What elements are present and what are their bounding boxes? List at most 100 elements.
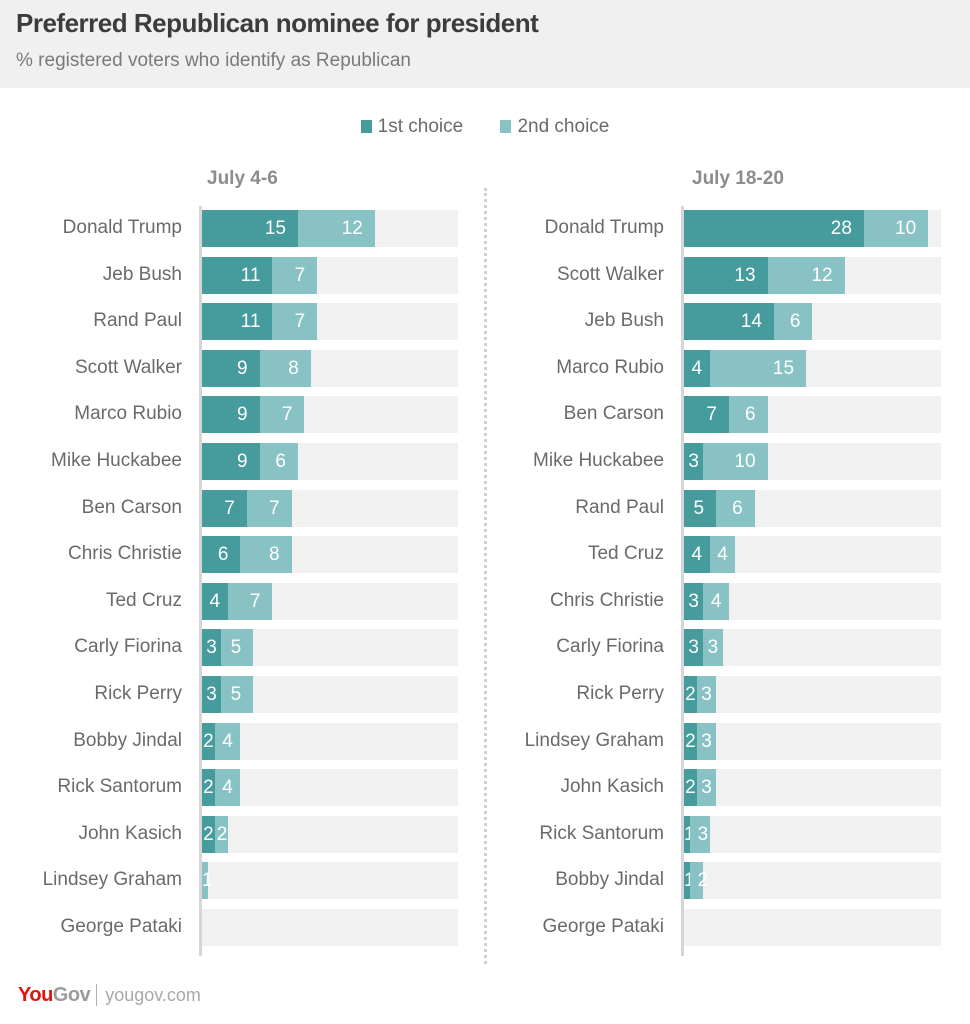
- value-label-first-choice-jeb-bush: 11: [240, 264, 261, 286]
- bar-track-mike-huckabee: 3 10: [684, 443, 941, 480]
- bar-second-choice-bobby-jindal: [214, 722, 241, 760]
- bar-second-choice-jeb-bush: [773, 303, 813, 341]
- panel-title-july-18-20: July 18-20: [692, 168, 784, 189]
- bar-first-choice-ben-carson: [684, 396, 729, 434]
- bar-first-choice-chris-christie: [202, 536, 241, 574]
- category-label-jeb-bush: Jeb Bush: [584, 310, 664, 332]
- bar-first-choice-carly-fiorina: [202, 629, 222, 667]
- bar-track-marco-rubio: 4 15: [684, 349, 941, 387]
- category-label-mike-huckabee: Mike Huckabee: [51, 450, 182, 471]
- value-label-first-choice-bobby-jindal: 1: [684, 870, 695, 892]
- bar-second-choice-ted-cruz: [709, 536, 736, 574]
- value-label-second-choice-mike-huckabee: 6: [275, 451, 286, 472]
- bar-second-choice-donald-trump: [863, 210, 929, 247]
- value-label-second-choice-carly-fiorina: 5: [230, 637, 242, 659]
- category-label-rand-paul: Rand Paul: [575, 496, 664, 518]
- bar-second-choice-rick-santorum: [690, 815, 710, 853]
- bar-first-choice-scott-walker: [202, 349, 260, 387]
- bar-track-donald-trump: 15 12: [202, 210, 458, 247]
- chart-title: Preferred Republican nominee for preside…: [16, 8, 539, 38]
- category-label-ben-carson: Ben Carson: [81, 496, 182, 518]
- bar-second-choice-rick-santorum: [214, 769, 241, 807]
- value-label-first-choice-bobby-jindal: 2: [203, 730, 214, 752]
- value-label-second-choice-rick-santorum: 4: [222, 777, 233, 799]
- category-label-lindsey-graham: Lindsey Graham: [42, 869, 182, 891]
- category-label-rick-perry: Rick Perry: [94, 683, 182, 704]
- value-label-second-choice-lindsey-graham: 1: [202, 870, 213, 892]
- value-label-first-choice-chris-christie: 3: [688, 590, 699, 612]
- panel-title-july-4-6: July 4-6: [207, 168, 278, 189]
- value-label-first-choice-jeb-bush: 14: [740, 311, 762, 333]
- bar-first-choice-mike-huckabee: [202, 443, 260, 480]
- value-label-second-choice-john-kasich: 2: [216, 823, 228, 845]
- value-label-second-choice-carly-fiorina: 3: [707, 637, 719, 659]
- bar-first-choice-rick-santorum: [684, 815, 691, 853]
- bar-track-george-pataki: [202, 909, 458, 946]
- bar-second-choice-carly-fiorina: [221, 629, 254, 667]
- value-label-second-choice-marco-rubio: 7: [281, 404, 293, 426]
- bar-track-donald-trump: 28 10: [684, 210, 941, 247]
- bar-first-choice-ted-cruz: [684, 536, 710, 574]
- value-label-first-choice-rand-paul: 5: [693, 497, 705, 519]
- value-label-second-choice-donald-trump: 12: [341, 218, 363, 239]
- legend-item-second-choice: 2nd choice: [500, 116, 609, 138]
- value-label-first-choice-rick-santorum: 2: [203, 777, 214, 799]
- bar-second-choice-rick-perry: [221, 676, 254, 713]
- value-label-second-choice-ted-cruz: 7: [249, 590, 261, 612]
- footer-url: yougov.com: [105, 985, 201, 1005]
- bar-track-george-pataki: [684, 909, 941, 946]
- value-label-second-choice-jeb-bush: 6: [789, 311, 801, 333]
- value-label-second-choice-ted-cruz: 4: [717, 544, 728, 566]
- category-label-chris-christie: Chris Christie: [67, 543, 182, 565]
- bar-first-choice-bobby-jindal: [684, 862, 691, 900]
- value-label-first-choice-marco-rubio: 9: [237, 404, 248, 426]
- bar-first-choice-ben-carson: [202, 489, 247, 527]
- category-label-ted-cruz: Ted Cruz: [105, 589, 182, 611]
- category-label-rick-perry: Rick Perry: [576, 683, 664, 704]
- bar-first-choice-chris-christie: [684, 582, 704, 620]
- yougov-logo: YouGov: [18, 984, 91, 1006]
- bar-first-choice-john-kasich: [684, 769, 697, 807]
- legend-item-first-choice: 1st choice: [360, 116, 463, 138]
- bar-second-choice-ben-carson: [728, 396, 768, 434]
- value-label-second-choice-rick-perry: 3: [701, 684, 712, 705]
- bar-track-rand-paul: 11 7: [202, 303, 458, 341]
- value-label-first-choice-rick-perry: 3: [206, 684, 217, 705]
- bar-first-choice-rick-perry: [202, 676, 222, 713]
- bar-track-jeb-bush: 14 6: [684, 303, 941, 341]
- legend-swatch-second-choice: [500, 120, 512, 133]
- value-label-second-choice-rand-paul: 6: [732, 497, 743, 519]
- category-label-marco-rubio: Marco Rubio: [556, 356, 664, 378]
- value-label-first-choice-scott-walker: 9: [237, 357, 248, 379]
- category-label-rick-santorum: Rick Santorum: [57, 776, 182, 798]
- value-label-second-choice-bobby-jindal: 4: [222, 730, 233, 752]
- axis-line: [681, 206, 684, 956]
- bar-first-choice-donald-trump: [202, 210, 298, 247]
- value-label-first-choice-mike-huckabee: 3: [688, 451, 699, 472]
- value-label-second-choice-bobby-jindal: 2: [697, 870, 709, 892]
- category-label-ted-cruz: Ted Cruz: [587, 543, 664, 565]
- value-label-first-choice-lindsey-graham: 2: [685, 730, 696, 752]
- value-label-first-choice-ted-cruz: 4: [691, 544, 703, 566]
- value-label-first-choice-rick-santorum: 1: [684, 823, 695, 845]
- bar-second-choice-bobby-jindal: [690, 862, 704, 900]
- value-label-second-choice-mike-huckabee: 10: [734, 451, 756, 472]
- value-label-first-choice-carly-fiorina: 3: [206, 637, 217, 659]
- category-label-jeb-bush: Jeb Bush: [102, 263, 182, 285]
- value-label-second-choice-marco-rubio: 15: [772, 357, 795, 379]
- bar-track-jeb-bush: 11 7: [202, 256, 458, 294]
- category-label-mike-huckabee: Mike Huckabee: [533, 450, 664, 471]
- bar-track-lindsey-graham: 1: [202, 862, 458, 900]
- category-label-john-kasich: John Kasich: [560, 776, 664, 798]
- bar-second-choice-rick-perry: [696, 676, 717, 713]
